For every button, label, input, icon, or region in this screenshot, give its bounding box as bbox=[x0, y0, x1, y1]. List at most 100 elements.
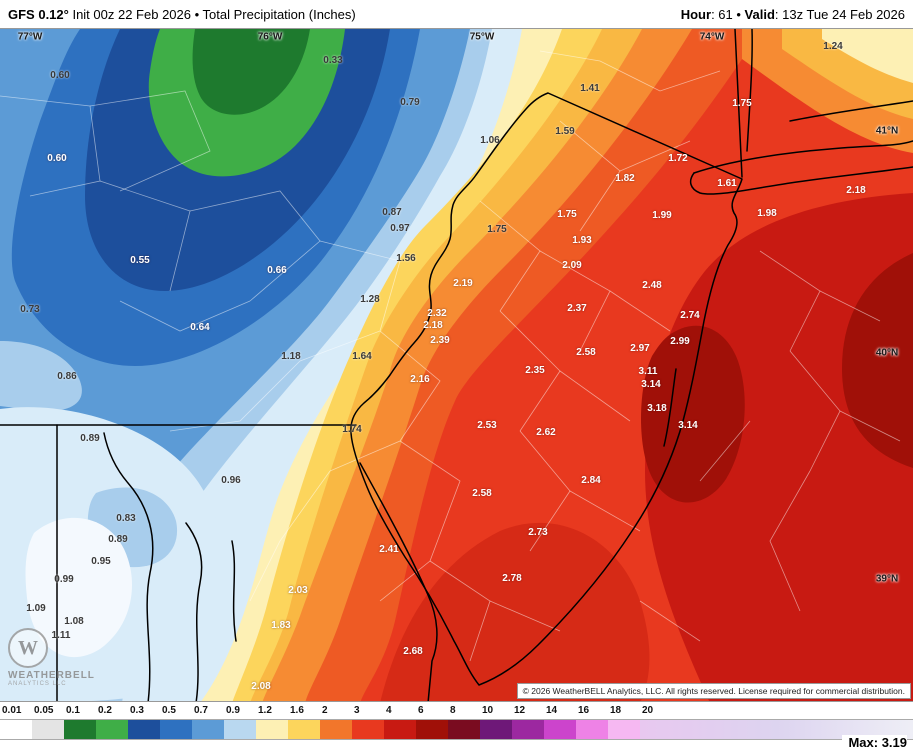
latitude-label: 40°N bbox=[875, 347, 899, 359]
max-value-readout: Max: 3.19 bbox=[842, 735, 907, 750]
map-value-label: 0.99 bbox=[54, 574, 74, 585]
map-value-label: 2.18 bbox=[423, 320, 443, 331]
header-right: Hour: 61 • Valid: 13z Tue 24 Feb 2026 bbox=[681, 7, 905, 22]
map-value-label: 1.24 bbox=[823, 41, 843, 52]
map-value-label: 2.39 bbox=[430, 335, 450, 346]
legend-tick: 0.01 bbox=[2, 705, 22, 716]
map-value-label: 2.03 bbox=[288, 585, 308, 596]
header-bar: GFS 0.12° Init 00z 22 Feb 2026 • Total P… bbox=[0, 0, 913, 28]
legend-color-cell bbox=[352, 720, 385, 739]
map-value-label: 0.95 bbox=[91, 556, 111, 567]
map-value-label: 0.89 bbox=[108, 534, 128, 545]
map-value-label: 1.09 bbox=[26, 603, 46, 614]
legend-tick: 0.9 bbox=[226, 705, 240, 716]
map-value-label: 2.37 bbox=[567, 303, 587, 314]
state-borders bbox=[0, 29, 913, 701]
watermark-subtitle: ANALYTICS LLC bbox=[8, 681, 67, 687]
map-value-label: 1.83 bbox=[271, 620, 291, 631]
map-value-label: 0.97 bbox=[390, 223, 410, 234]
map-value-label: 2.08 bbox=[251, 681, 271, 692]
map-value-label: 0.96 bbox=[221, 475, 241, 486]
longitude-label: 76°W bbox=[257, 31, 283, 43]
legend-tick: 0.5 bbox=[162, 705, 176, 716]
watermark-name: WEATHERBELL bbox=[8, 670, 95, 681]
map-value-label: 1.56 bbox=[396, 253, 416, 264]
legend-tick: 3 bbox=[354, 705, 360, 716]
map-value-label: 2.58 bbox=[472, 488, 492, 499]
legend-tick: 16 bbox=[578, 705, 590, 716]
max-label: Max: bbox=[848, 735, 879, 750]
legend-tick: 1.6 bbox=[290, 705, 304, 716]
map-value-label: 2.18 bbox=[846, 185, 866, 196]
precipitation-map: 0.60 0.33 0.79 1.41 1.75 1.24 0.60 1.06 1.59 1.72… bbox=[0, 28, 913, 702]
map-value-label: 1.75 bbox=[557, 209, 577, 220]
legend-tick: 10 bbox=[482, 705, 494, 716]
map-value-label: 2.19 bbox=[453, 278, 473, 289]
map-value-label: 2.97 bbox=[630, 343, 650, 354]
map-value-label: 0.86 bbox=[57, 371, 77, 382]
map-value-label: 2.53 bbox=[477, 420, 497, 431]
map-value-label: 2.09 bbox=[562, 260, 582, 271]
legend-color-cell bbox=[384, 720, 417, 739]
legend-tick: 14 bbox=[546, 705, 558, 716]
map-value-label: 0.64 bbox=[190, 322, 210, 333]
map-value-label: 1.18 bbox=[281, 351, 301, 362]
map-value-label: 1.64 bbox=[352, 351, 372, 362]
map-value-label: 2.74 bbox=[680, 310, 700, 321]
map-value-label: 1.99 bbox=[652, 210, 672, 221]
map-value-label: 2.84 bbox=[581, 475, 601, 486]
map-value-label: 2.35 bbox=[525, 365, 545, 376]
map-value-label: 1.82 bbox=[615, 173, 635, 184]
map-value-label: 1.11 bbox=[51, 630, 71, 641]
map-value-label: 3.11 bbox=[638, 366, 658, 377]
map-value-label: 0.55 bbox=[130, 255, 150, 266]
map-value-label: 0.89 bbox=[80, 433, 100, 444]
map-value-label: 1.75 bbox=[732, 98, 752, 109]
legend-tick: 18 bbox=[610, 705, 622, 716]
legend-color-bar bbox=[0, 719, 913, 740]
hour-value: : 61 • bbox=[711, 6, 745, 22]
legend-tick: 0.05 bbox=[34, 705, 54, 716]
map-value-label: 2.62 bbox=[536, 427, 556, 438]
header-left: GFS 0.12° Init 00z 22 Feb 2026 • Total P… bbox=[8, 7, 356, 22]
legend-tick: 20 bbox=[642, 705, 654, 716]
map-value-label: 1.93 bbox=[572, 235, 592, 246]
legend-tick: 12 bbox=[514, 705, 526, 716]
colorbar-legend: 0.01 0.05 0.1 0.2 0.3 0.5 0.7 0.9 1.2 1.6 2 3 4 6 8 10 1… bbox=[0, 702, 913, 750]
map-value-label: 3.18 bbox=[647, 403, 667, 414]
legend-tick: 0.1 bbox=[66, 705, 80, 716]
map-value-label: 2.68 bbox=[403, 646, 423, 657]
legend-tick: 2 bbox=[322, 705, 328, 716]
map-value-label: 1.74 bbox=[342, 424, 362, 435]
map-value-label: 2.41 bbox=[379, 544, 399, 555]
map-value-label: 2.32 bbox=[427, 308, 447, 319]
legend-color-cell bbox=[0, 720, 33, 739]
map-value-label: 0.79 bbox=[400, 97, 420, 108]
legend-tick: 4 bbox=[386, 705, 392, 716]
weatherbell-logo-icon: W bbox=[8, 628, 48, 668]
map-value-label: 0.83 bbox=[116, 513, 136, 524]
map-value-label: 0.33 bbox=[323, 55, 343, 66]
legend-color-tail bbox=[640, 720, 913, 739]
legend-color-cell bbox=[480, 720, 513, 739]
legend-color-cell bbox=[288, 720, 321, 739]
longitude-label: 75°W bbox=[469, 31, 495, 43]
legend-tick: 1.2 bbox=[258, 705, 272, 716]
max-value: 3.19 bbox=[881, 735, 907, 750]
legend-color-cell bbox=[544, 720, 577, 739]
weatherbell-watermark: W WEATHERBELL ANALYTICS LLC bbox=[8, 628, 95, 687]
map-value-label: 1.59 bbox=[555, 126, 575, 137]
legend-tick: 0.3 bbox=[130, 705, 144, 716]
map-value-label: 1.06 bbox=[480, 135, 500, 146]
map-value-label: 1.72 bbox=[668, 153, 688, 164]
model-run-info: Init 00z 22 Feb 2026 • Total Precipitati… bbox=[68, 6, 356, 22]
legend-tick: 8 bbox=[450, 705, 456, 716]
longitude-label: 74°W bbox=[699, 31, 725, 43]
legend-tick: 0.2 bbox=[98, 705, 112, 716]
map-value-label: 3.14 bbox=[678, 420, 698, 431]
map-canvas bbox=[0, 29, 913, 701]
legend-color-cell bbox=[96, 720, 129, 739]
legend-color-cell bbox=[576, 720, 609, 739]
map-value-label: 1.61 bbox=[717, 178, 737, 189]
